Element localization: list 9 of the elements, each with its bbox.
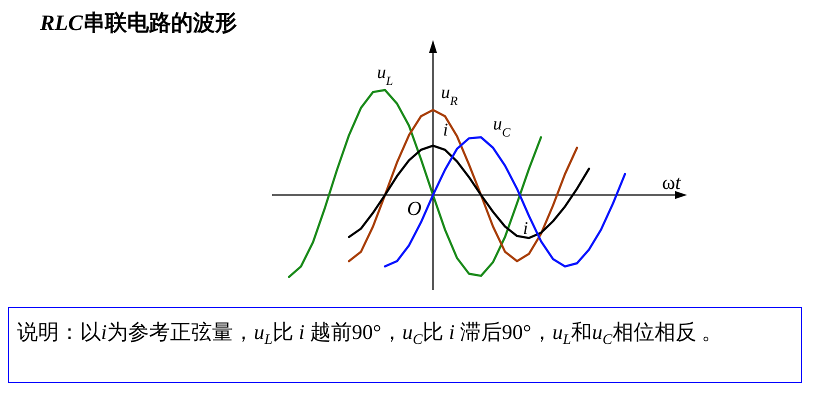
annotation: O xyxy=(407,198,422,220)
text: 说明：以i为参考正弦量，u$_{L}$比 i 越前90°，u$_{C}$比 i 滞后90°，u$_{L}$和u$_{C}$相位相反 。 xyxy=(17,320,723,348)
chart-title: RLC串联电路的波形 xyxy=(39,10,237,35)
series-label: u$_{C}$ xyxy=(493,113,511,140)
x-axis-title: ωt xyxy=(662,172,682,194)
series-label: i xyxy=(523,218,528,238)
series-label: u$_{L}$ xyxy=(377,62,394,88)
text: i xyxy=(443,120,448,140)
series-label: u$_{R}$ xyxy=(441,82,458,108)
